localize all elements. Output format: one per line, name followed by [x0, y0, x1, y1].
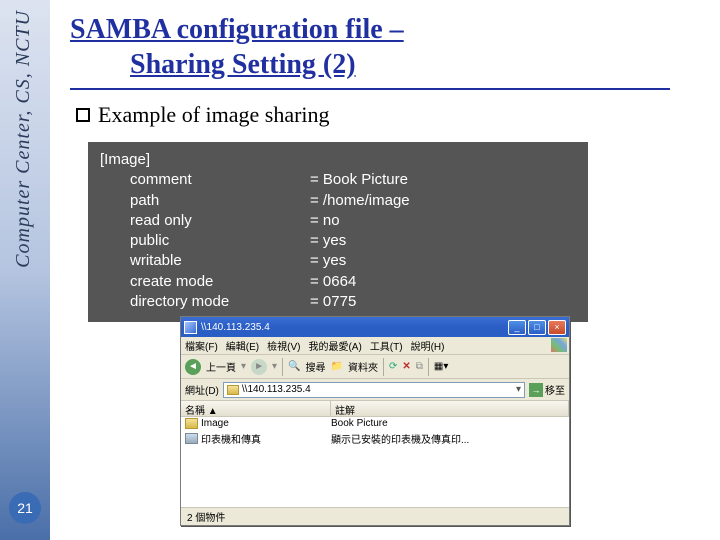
title-line1: SAMBA configuration file – — [70, 14, 404, 45]
slide-sidebar: Computer Center, CS, NCTU 21 — [0, 0, 50, 540]
sync-icon[interactable]: ⟳ — [389, 361, 397, 372]
view-icon[interactable]: ▦▾ — [434, 361, 448, 372]
address-value: \\140.113.235.4 — [242, 384, 311, 395]
back-label[interactable]: 上一頁 — [206, 359, 236, 374]
config-key: directory mode — [100, 292, 310, 312]
maximize-button[interactable]: □ — [528, 320, 546, 335]
list-item[interactable]: 印表機和傳真 顯示已安裝的印表機及傳真印... — [181, 430, 569, 447]
separator — [282, 358, 283, 376]
go-arrow-icon: → — [529, 383, 543, 397]
explorer-window: \\140.113.235.4 _ □ × 檔案(F) 編輯(E) 檢視(V) … — [180, 316, 570, 526]
address-bar: 網址(D) \\140.113.235.4 ▾ → 移至 — [181, 379, 569, 401]
file-list: Image Book Picture 印表機和傳真 顯示已安裝的印表機及傳真印.… — [181, 417, 569, 507]
bullet-text: Example of image sharing — [98, 102, 330, 128]
config-key: comment — [100, 170, 310, 190]
minimize-button[interactable]: _ — [508, 320, 526, 335]
slide-title: SAMBA configuration file – Sharing Setti… — [70, 12, 710, 82]
config-val: = no — [310, 211, 340, 231]
bullet-row: Example of image sharing — [70, 102, 710, 128]
back-icon[interactable]: ◄ — [185, 359, 201, 375]
folder-icon — [185, 418, 198, 429]
chevron-down-icon[interactable]: ▾ — [516, 384, 521, 395]
copy-icon[interactable]: ⧉ — [416, 361, 423, 372]
window-icon — [184, 321, 197, 334]
config-block: [Image] comment= Book Picture path= /hom… — [88, 142, 588, 322]
status-bar: 2 個物件 — [181, 507, 569, 525]
config-key: create mode — [100, 272, 310, 292]
window-title: \\140.113.235.4 — [201, 322, 508, 333]
item-name: Image — [201, 418, 229, 429]
menu-item[interactable]: 工具(T) — [370, 338, 403, 353]
config-val: = yes — [310, 231, 346, 251]
bullet-icon — [76, 108, 90, 122]
search-label[interactable]: 搜尋 — [306, 359, 326, 374]
slide-content: SAMBA configuration file – Sharing Setti… — [70, 12, 710, 322]
close-button[interactable]: × — [548, 320, 566, 335]
column-headers: 名稱 ▲ 註解 — [181, 401, 569, 417]
search-icon[interactable]: 🔍 — [288, 361, 300, 372]
item-desc: Book Picture — [331, 418, 565, 429]
config-val: = yes — [310, 251, 346, 271]
folders-icon[interactable]: 📁 — [331, 361, 343, 372]
titlebar[interactable]: \\140.113.235.4 _ □ × — [181, 317, 569, 337]
menubar: 檔案(F) 編輯(E) 檢視(V) 我的最愛(A) 工具(T) 說明(H) — [181, 337, 569, 355]
config-val: = /home/image — [310, 191, 410, 211]
menu-item[interactable]: 編輯(E) — [226, 338, 259, 353]
title-rule — [70, 88, 670, 90]
go-button[interactable]: → 移至 — [529, 382, 565, 397]
item-name: 印表機和傳真 — [201, 431, 261, 446]
menu-item[interactable]: 檔案(F) — [185, 338, 218, 353]
list-item[interactable]: Image Book Picture — [181, 417, 569, 430]
address-label: 網址(D) — [185, 382, 219, 397]
menu-item[interactable]: 檢視(V) — [267, 338, 300, 353]
separator — [383, 358, 384, 376]
config-key: public — [100, 231, 310, 251]
title-line2: Sharing Setting (2) — [130, 49, 356, 80]
item-desc: 顯示已安裝的印表機及傳真印... — [331, 431, 565, 446]
column-desc[interactable]: 註解 — [331, 401, 569, 416]
menu-item[interactable]: 說明(H) — [411, 338, 445, 353]
delete-icon[interactable]: ✕ — [402, 361, 410, 372]
config-key: path — [100, 191, 310, 211]
config-val: = 0775 — [310, 292, 356, 312]
config-key: writable — [100, 251, 310, 271]
config-val: = 0664 — [310, 272, 356, 292]
folders-label[interactable]: 資料夾 — [348, 359, 378, 374]
printer-icon — [185, 433, 198, 444]
forward-icon[interactable]: ► — [251, 359, 267, 375]
config-key: read only — [100, 211, 310, 231]
sidebar-label: Computer Center, CS, NCTU — [12, 10, 35, 268]
separator — [428, 358, 429, 376]
column-name[interactable]: 名稱 ▲ — [181, 401, 331, 416]
address-folder-icon — [227, 385, 239, 395]
config-val: = Book Picture — [310, 170, 408, 190]
go-label: 移至 — [545, 382, 565, 397]
config-section: [Image] — [100, 150, 576, 170]
windows-logo-icon — [551, 338, 567, 352]
menu-item[interactable]: 我的最愛(A) — [308, 338, 361, 353]
page-number: 21 — [9, 492, 41, 524]
address-input[interactable]: \\140.113.235.4 ▾ — [223, 382, 525, 398]
toolbar: ◄ 上一頁 ▾ ► ▾ 🔍 搜尋 📁 資料夾 ⟳ ✕ ⧉ ▦▾ — [181, 355, 569, 379]
status-text: 2 個物件 — [187, 509, 225, 524]
